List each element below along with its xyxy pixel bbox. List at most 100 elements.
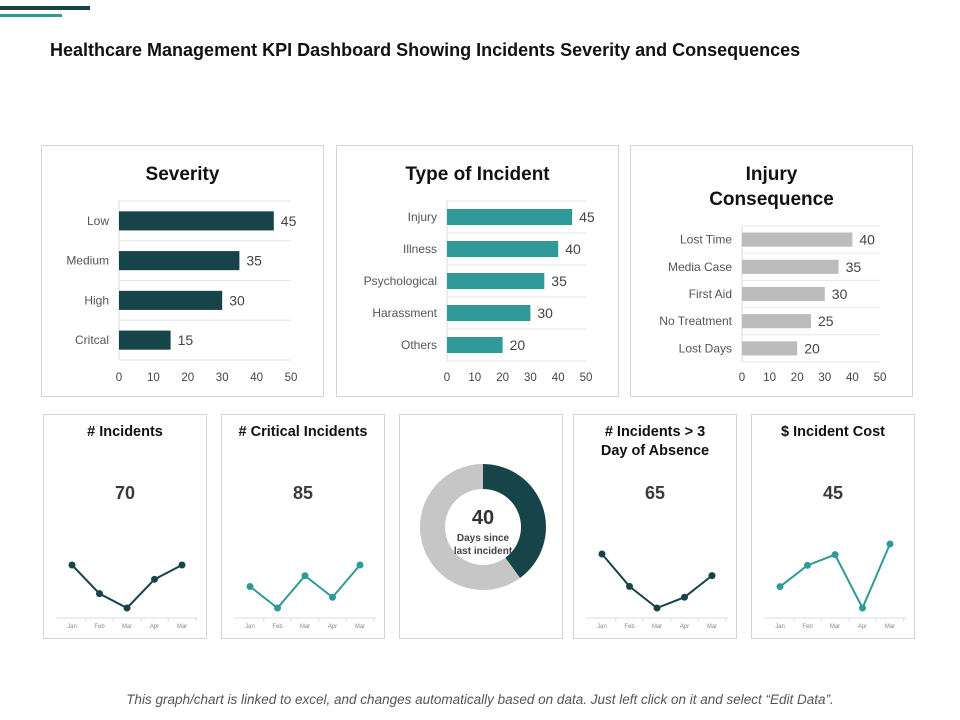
- injury-title-line-2: Consequence: [709, 189, 834, 210]
- tick-label: 20: [496, 372, 509, 384]
- data-label: 35: [846, 259, 862, 275]
- data-point: [708, 572, 716, 580]
- absence-panel[interactable]: # Incidents > 3 Day of Absence 65 Jan Feb…: [573, 414, 737, 639]
- data-label: 25: [818, 313, 834, 329]
- category-label: Illness: [403, 242, 437, 256]
- data-label: 30: [832, 286, 848, 302]
- days-since-donut: 40 Days since last incident: [420, 464, 546, 590]
- month-label: Mar: [652, 624, 662, 630]
- category-label: First Aid: [689, 287, 732, 301]
- category-label: No Treatment: [659, 314, 732, 328]
- data-label: 15: [178, 332, 194, 348]
- data-point: [151, 575, 158, 583]
- tick-label: 20: [791, 372, 804, 384]
- critical-incidents-sparkline: Jan Feb Mar Apr Mar: [234, 561, 376, 630]
- data-point: [178, 561, 186, 569]
- month-label: Mar: [355, 624, 365, 630]
- donut-slice-days: [483, 464, 546, 578]
- bar-first-aid: [742, 286, 825, 302]
- month-label: Mar: [177, 624, 187, 630]
- absence-title: # Incidents > 3 Day of Absence: [574, 423, 736, 461]
- footer-note: This graph/chart is linked to excel, and…: [126, 692, 834, 707]
- bar-lost-days: [742, 341, 798, 356]
- month-label: Mar: [122, 624, 132, 630]
- data-point: [123, 604, 131, 612]
- incidents-sparkline: Jan Feb Mar Apr Mar: [56, 561, 198, 630]
- series-line: [71, 564, 183, 610]
- injury-title-line-1: Injury: [745, 164, 798, 185]
- absence-value: 65: [644, 483, 666, 503]
- type-of-incident-panel[interactable]: Type of Incident Injury 45 Illness 40 Psycho…: [336, 145, 619, 397]
- category-label: Critcal: [75, 333, 109, 347]
- data-point: [859, 604, 866, 612]
- tick-label: 0: [116, 372, 122, 384]
- category-label: Injury: [408, 210, 437, 224]
- data-point: [653, 604, 661, 612]
- bar-injury: [447, 209, 573, 225]
- category-label: Low: [87, 214, 109, 228]
- incidents-title: # Incidents: [87, 424, 163, 440]
- data-label: 35: [551, 273, 567, 289]
- critical-incidents-title: # Critical Incidents: [238, 424, 368, 440]
- injury-consequence-panel[interactable]: Injury Consequence Lost Time 40 Media Case…: [630, 145, 913, 397]
- bar-critcal: [119, 330, 171, 350]
- bar-no-treatment: [742, 314, 811, 329]
- incident-cost-sparkline: Jan Feb Mar Apr Mar: [764, 540, 906, 630]
- month-label: Jan: [597, 624, 607, 630]
- data-label: 35: [246, 253, 262, 269]
- bar-psychological: [447, 273, 545, 289]
- month-label: Feb: [802, 624, 813, 630]
- category-label: Lost Days: [679, 341, 732, 355]
- bar-illness: [447, 241, 559, 257]
- bar-low: [119, 211, 274, 231]
- month-label: Feb: [94, 624, 105, 630]
- tick-label: 20: [181, 372, 194, 384]
- month-label: Apr: [328, 624, 337, 630]
- severity-title: Severity: [145, 164, 220, 185]
- donut-center-label-line-1: Days since: [457, 533, 510, 544]
- month-label: Mar: [707, 624, 717, 630]
- data-label: 20: [510, 337, 526, 353]
- absence-title-line-2: Day of Absence: [600, 443, 710, 459]
- tick-label: 50: [874, 372, 887, 384]
- severity-panel[interactable]: Severity Low 45 Medium 35 High 30 Critcal 15 0 10…: [41, 145, 324, 397]
- month-label: Jan: [245, 624, 255, 630]
- critical-incidents-panel[interactable]: # Critical Incidents 85 Jan Feb Mar Apr Mar: [221, 414, 385, 639]
- month-label: Feb: [624, 624, 635, 630]
- injury-consequence-title: Injury Consequence: [631, 162, 912, 212]
- accent-bar-dark: [0, 6, 90, 10]
- data-point: [626, 582, 633, 590]
- donut-slice-remaining: [420, 464, 521, 590]
- critical-incidents-value: 85: [292, 483, 314, 503]
- data-label: 45: [579, 209, 595, 225]
- month-label: Apr: [858, 624, 867, 630]
- tick-label: 0: [739, 372, 745, 384]
- category-label: High: [84, 293, 109, 307]
- bar-harassment: [447, 305, 531, 321]
- data-point: [804, 561, 811, 569]
- tick-label: 40: [552, 372, 565, 384]
- donut-center-value: 40: [472, 507, 494, 529]
- bar-media-case: [742, 259, 839, 274]
- data-label: 45: [281, 213, 297, 229]
- tick-label: 30: [818, 372, 831, 384]
- month-label: Mar: [830, 624, 840, 630]
- injury-consequence-chart: Lost Time 40 Media Case 35 First Aid 30 No Tre…: [659, 225, 887, 384]
- bar-others: [447, 337, 503, 353]
- category-label: Harassment: [372, 306, 437, 320]
- incident-cost-panel[interactable]: $ Incident Cost 45 Jan Feb Mar Apr Mar: [751, 414, 915, 639]
- data-label: 30: [229, 292, 245, 308]
- category-label: Medium: [66, 254, 109, 268]
- tick-label: 10: [468, 372, 481, 384]
- tick-label: 50: [580, 372, 593, 384]
- month-label: Apr: [150, 624, 159, 630]
- days-since-panel[interactable]: 40 Days since last incident: [399, 414, 563, 639]
- data-point: [776, 583, 784, 591]
- tick-label: 50: [285, 372, 298, 384]
- data-point: [329, 593, 336, 601]
- category-label: Psychological: [364, 274, 437, 288]
- incidents-panel[interactable]: # Incidents 70 Jan Feb Mar Apr Mar: [43, 414, 207, 639]
- category-label: Lost Time: [680, 233, 732, 247]
- data-point: [681, 593, 688, 601]
- bar-lost-time: [742, 232, 853, 247]
